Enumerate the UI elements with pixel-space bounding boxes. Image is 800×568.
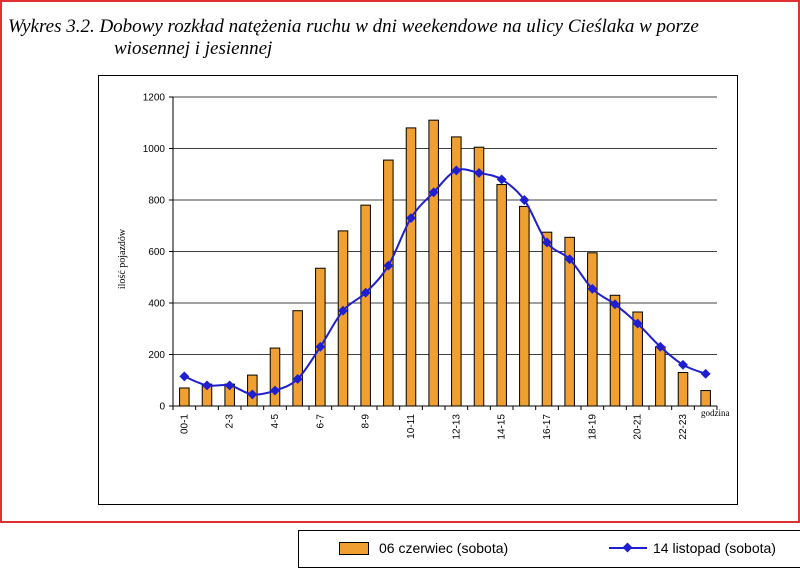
- bar: [587, 252, 598, 407]
- bar: [337, 230, 349, 407]
- y-tick-label: 200: [148, 350, 165, 361]
- x-tick-label: 18-19: [587, 414, 598, 440]
- chart-legend: 06 czerwiec (sobota) 14 listopad (sobota…: [298, 530, 800, 568]
- caption-line-2: wiosennej i jesiennej: [114, 38, 273, 59]
- bar: [700, 390, 711, 407]
- traffic-chart: 0 200 400 600 800 1000 1200 00-1 2-3 4-5 6-7 8-9 10…: [117, 93, 730, 440]
- line-point: [451, 165, 462, 176]
- bar: [428, 119, 439, 407]
- line-point: [610, 299, 620, 310]
- bar: [269, 347, 281, 407]
- line-point: [632, 318, 643, 329]
- x-tick-label: 22-23: [678, 414, 689, 440]
- bar: [677, 372, 689, 407]
- caption-line-1: Wykres 3.2. Dobowy rozkład natężenia ruc…: [8, 16, 699, 37]
- line-point: [179, 371, 190, 382]
- line-point: [700, 368, 711, 379]
- line-path: [183, 168, 707, 396]
- axes: [169, 96, 718, 410]
- x-tick-label: 14-15: [497, 414, 508, 440]
- bar: [179, 387, 190, 407]
- bar: [451, 136, 462, 407]
- x-tick-label: 12-13: [451, 414, 462, 440]
- bar: [496, 184, 507, 407]
- y-tick-label: 600: [148, 247, 165, 258]
- y-axis-label: ilość pojazdów: [117, 228, 128, 289]
- bar: [609, 294, 621, 407]
- bar: [405, 127, 417, 407]
- x-axis-label: godzina: [701, 408, 730, 418]
- y-tick-label: 0: [159, 402, 165, 413]
- line-point: [315, 341, 326, 352]
- line-series: [179, 165, 711, 400]
- bar: [315, 267, 326, 407]
- figure-frame: Wykres 3.2. Dobowy rozkład natężenia ruc…: [0, 0, 800, 523]
- line-point: [292, 374, 303, 384]
- y-tick-label: 800: [148, 196, 165, 207]
- x-tick-label: 8-9: [361, 414, 372, 429]
- line-point: [496, 174, 507, 185]
- x-tick-label: 2-3: [225, 414, 236, 429]
- y-tick-label: 400: [148, 299, 165, 310]
- legend-bar-swatch: [339, 541, 369, 555]
- line-point: [655, 341, 666, 352]
- bar: [655, 346, 666, 407]
- bar: [292, 310, 303, 407]
- x-tick-label: 10-11: [406, 414, 417, 439]
- y-tick-labels: 0 200 400 600 800 1000 1200: [143, 93, 166, 413]
- bar: [383, 159, 394, 407]
- x-tick-label: 4-5: [270, 414, 281, 429]
- line-point: [678, 359, 688, 370]
- legend-item-line: 14 listopad (sobota): [609, 540, 776, 556]
- x-tick-labels: 00-1 2-3 4-5 6-7 8-9 10-11 12-13 14-15 16-17 18-1…: [179, 414, 689, 440]
- y-tick-label: 1200: [143, 93, 166, 104]
- y-tick-label: 1000: [143, 144, 166, 155]
- line-point: [360, 287, 371, 298]
- figure-caption: Wykres 3.2. Dobowy rozkład natężenia ruc…: [8, 16, 798, 60]
- bar-series: [179, 119, 711, 407]
- line-point: [519, 195, 530, 205]
- bar: [473, 146, 485, 407]
- chart-area: 0 200 400 600 800 1000 1200 00-1 2-3 4-5 6-7 8-9 10…: [98, 75, 800, 568]
- grid-lines: [173, 96, 717, 355]
- bar: [519, 205, 530, 407]
- line-point: [542, 237, 552, 248]
- line-point: [406, 213, 416, 223]
- line-point: [247, 389, 258, 400]
- x-tick-label: 20-21: [633, 414, 644, 440]
- legend-line-swatch: [609, 541, 647, 555]
- legend-label-line: 14 listopad (sobota): [653, 540, 776, 556]
- x-tick-label: 00-1: [179, 414, 190, 434]
- legend-item-bars: 06 czerwiec (sobota): [339, 540, 508, 556]
- x-tick-label: 6-7: [315, 414, 326, 429]
- legend-label-bars: 06 czerwiec (sobota): [379, 540, 509, 556]
- x-tick-label: 16-17: [542, 414, 553, 440]
- bar: [360, 204, 371, 407]
- bar: [541, 231, 553, 407]
- line-point: [202, 380, 212, 391]
